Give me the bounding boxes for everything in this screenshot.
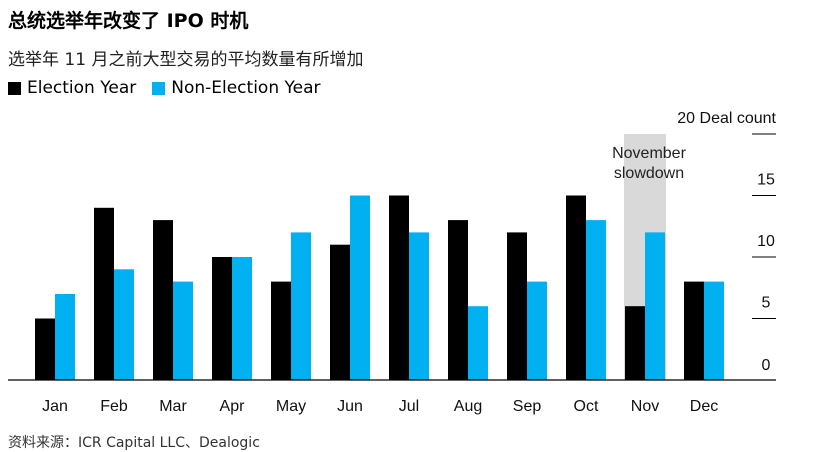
bar-non-election-mar — [173, 281, 193, 380]
bar-election-jun — [330, 244, 350, 380]
x-tick-label-mar: Mar — [159, 398, 187, 415]
y-tick-label-0: 0 — [762, 357, 771, 374]
bar-non-election-jun — [350, 195, 370, 380]
bars-layer — [35, 195, 724, 380]
legend-swatch-non-election — [152, 81, 166, 95]
bar-election-may — [271, 281, 291, 380]
legend-label-non-election: Non-Election Year — [171, 78, 321, 98]
bar-non-election-aug — [468, 306, 488, 380]
x-tick-label-oct: Oct — [574, 398, 599, 415]
x-tick-label-dec: Dec — [690, 398, 718, 415]
bar-election-dec — [684, 281, 704, 380]
bar-non-election-jul — [409, 232, 429, 380]
chart-title: 总统选举年改变了 IPO 时机 — [8, 10, 249, 32]
legend-item-non-election: Non-Election Year — [152, 78, 321, 98]
x-tick-label-apr: Apr — [220, 398, 246, 415]
x-tick-label-jan: Jan — [42, 398, 68, 415]
y-tick-label-15: 15 — [757, 172, 775, 189]
x-tick-label-jul: Jul — [399, 398, 419, 415]
bar-non-election-oct — [586, 220, 606, 380]
annotation-label-line2: slowdown — [614, 165, 684, 182]
bar-election-jan — [35, 318, 55, 380]
x-tick-label-sep: Sep — [513, 398, 542, 415]
axis-layer: Jan Feb Mar Apr May Jun Jul Aug Sep Oct Nov Dec 0 5 10… — [8, 110, 777, 415]
x-tick-label-may: May — [276, 398, 306, 415]
bar-non-election-feb — [114, 269, 134, 380]
bar-election-apr — [212, 257, 232, 380]
x-tick-label-aug: Aug — [454, 398, 482, 415]
bar-non-election-dec — [704, 281, 724, 380]
y-tick-label-5: 5 — [762, 295, 771, 312]
bar-election-nov — [625, 306, 645, 380]
bar-non-election-may — [291, 232, 311, 380]
x-tick-label-feb: Feb — [100, 398, 128, 415]
legend-swatch-election — [8, 81, 21, 95]
annotation-label-line1: November — [612, 145, 686, 162]
legend-item-election: Election Year — [8, 78, 136, 98]
x-tick-label-jun: Jun — [337, 398, 363, 415]
bar-election-mar — [153, 220, 173, 380]
bar-non-election-apr — [232, 257, 252, 380]
x-tick-label-nov: Nov — [631, 398, 659, 415]
y-tick-label-10: 10 — [757, 233, 775, 250]
bar-election-feb — [94, 207, 114, 380]
bar-non-election-sep — [527, 281, 547, 380]
y-tick-label-20: 20 Deal count — [677, 110, 776, 127]
legend-label-election: Election Year — [27, 78, 137, 98]
bar-election-aug — [448, 220, 468, 380]
bar-non-election-nov — [645, 232, 665, 380]
source-note: 资料来源：ICR Capital LLC、Dealogic — [8, 435, 260, 451]
legend: Election Year Non-Election Year — [8, 78, 337, 98]
bar-election-jul — [389, 195, 409, 380]
bar-election-sep — [507, 232, 527, 380]
chart-subtitle: 选举年 11 月之前大型交易的平均数量有所增加 — [8, 50, 364, 70]
bar-election-oct — [566, 195, 586, 380]
bar-non-election-jan — [55, 293, 75, 380]
